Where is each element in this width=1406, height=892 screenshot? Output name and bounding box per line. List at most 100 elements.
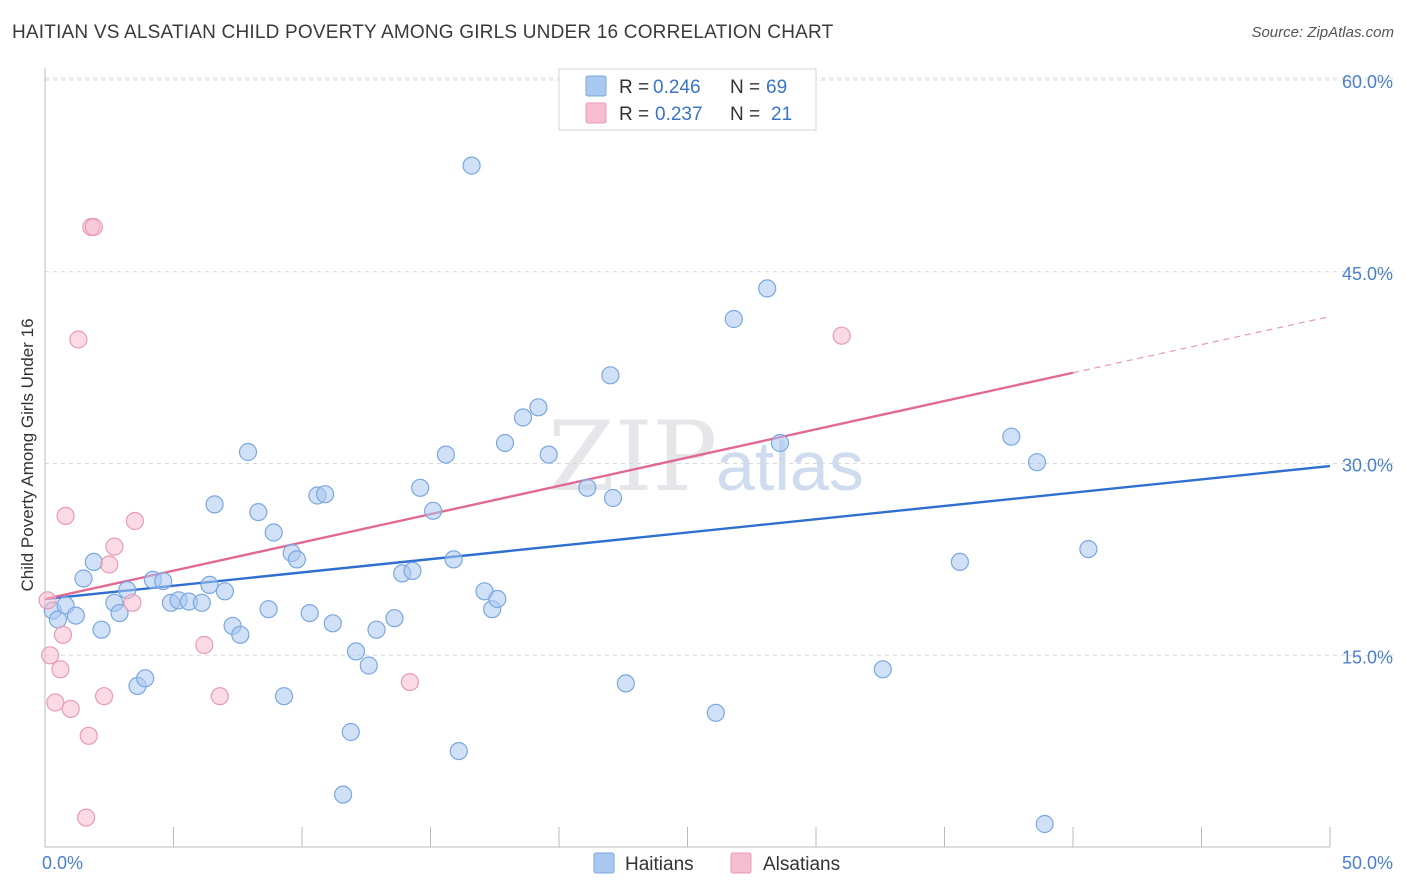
y-tick-label-60: 60.0%	[1342, 72, 1393, 92]
legend-n-value-haitians: 69	[766, 77, 787, 98]
y-tick-label-30: 30.0%	[1342, 456, 1393, 476]
trend-lines	[44, 315, 1331, 601]
point-haitians-26	[264, 523, 283, 542]
point-haitians-62	[770, 433, 790, 453]
point-alsatians-1	[40, 646, 60, 665]
series-alsatians	[38, 217, 851, 827]
point-haitians-19	[205, 495, 224, 514]
legend-n-label-haitians: N =	[730, 77, 760, 98]
point-haitians-66	[1027, 453, 1047, 472]
point-haitians-33	[323, 614, 342, 633]
point-haitians-32	[316, 485, 335, 504]
point-haitians-53	[529, 398, 548, 417]
point-alsatians-17	[195, 635, 214, 655]
trendline-haitians	[44, 464, 1331, 601]
point-haitians-38	[367, 620, 386, 639]
point-alsatians-18	[210, 687, 229, 706]
point-haitians-45	[449, 741, 468, 761]
point-alsatians-20	[832, 326, 851, 345]
watermark-atlas: atlas	[716, 427, 864, 505]
point-haitians-46	[444, 550, 463, 569]
legend-n-value-alsatians: 21	[771, 104, 792, 125]
legend-swatch-haitians	[585, 75, 607, 97]
point-haitians-22	[231, 625, 250, 644]
point-haitians-35	[341, 722, 360, 742]
point-haitians-34	[334, 785, 353, 804]
point-haitians-44	[436, 445, 455, 464]
point-haitians-65	[1002, 427, 1021, 446]
point-alsatians-2	[46, 693, 65, 712]
x-tick-label-min: 0.0%	[42, 853, 83, 873]
legend-box: R = 0.246 N = 69 R = 0.237 N = 21	[558, 68, 817, 131]
point-alsatians-14	[105, 537, 124, 556]
point-alsatians-16	[125, 511, 144, 531]
point-haitians-13	[154, 571, 173, 591]
bottom-legend-swatch-haitians	[593, 852, 615, 874]
point-alsatians-9	[79, 726, 98, 745]
point-haitians-25	[259, 600, 278, 619]
point-haitians-6	[92, 620, 111, 639]
bottom-legend-alsatians: Alsatians	[763, 854, 840, 875]
y-axis-label: Child Poverty Among Girls Under 16	[18, 318, 37, 591]
point-haitians-54	[539, 445, 558, 464]
grid-lines	[45, 77, 1395, 656]
point-alsatians-19	[400, 672, 419, 692]
bottom-legend: Haitians Alsatians	[593, 852, 840, 875]
point-haitians-27	[274, 687, 294, 706]
point-alsatians-0	[38, 591, 57, 610]
point-haitians-60	[724, 309, 743, 329]
legend-r-label-haitians: R =	[619, 77, 649, 98]
point-haitians-41	[403, 561, 422, 581]
point-haitians-30	[300, 603, 319, 623]
chart-title: HAITIAN VS ALSATIAN CHILD POVERTY AMONG …	[12, 22, 834, 43]
point-haitians-55	[578, 478, 597, 497]
point-haitians-42	[411, 478, 430, 497]
point-alsatians-4	[53, 625, 73, 644]
point-haitians-5	[84, 552, 103, 572]
source-label: Source: ZipAtlas.com	[1251, 24, 1394, 41]
point-haitians-3	[66, 606, 85, 625]
y-tick-label-45: 45.0%	[1342, 264, 1393, 284]
point-haitians-37	[359, 656, 378, 675]
point-haitians-51	[495, 433, 515, 453]
point-haitians-58	[616, 674, 635, 693]
point-alsatians-3	[51, 660, 70, 679]
legend-n-label-alsatians: N =	[730, 104, 760, 125]
bottom-legend-haitians: Haitians	[625, 854, 694, 875]
point-alsatians-7	[69, 330, 88, 349]
point-alsatians-15	[123, 593, 142, 612]
legend-r-value-alsatians: 0.237	[655, 104, 703, 125]
axes	[44, 68, 1331, 848]
x-tick-labels: 0.0% 50.0%	[42, 853, 1393, 873]
point-haitians-64	[950, 552, 970, 572]
point-haitians-56	[601, 366, 620, 385]
point-haitians-24	[249, 502, 268, 522]
point-haitians-57	[603, 488, 623, 508]
point-alsatians-12	[94, 687, 114, 706]
point-haitians-29	[287, 550, 306, 569]
point-haitians-68	[1079, 539, 1098, 559]
point-haitians-18	[200, 575, 219, 595]
x-tick-label-max: 50.0%	[1342, 853, 1393, 873]
point-alsatians-8	[76, 808, 96, 827]
point-alsatians-11	[84, 217, 103, 237]
point-haitians-43	[424, 501, 443, 520]
legend-r-value-haitians: 0.246	[653, 77, 701, 98]
point-haitians-17	[192, 593, 211, 612]
point-haitians-50	[488, 589, 507, 609]
point-haitians-8	[110, 603, 129, 623]
point-haitians-4	[74, 569, 93, 588]
legend-r-label-alsatians: R =	[619, 104, 649, 125]
point-haitians-52	[513, 408, 533, 427]
point-alsatians-6	[61, 699, 80, 719]
point-haitians-61	[758, 279, 777, 298]
bottom-legend-swatch-alsatians	[730, 852, 752, 874]
point-haitians-11	[136, 669, 155, 688]
point-alsatians-5	[56, 506, 75, 526]
y-tick-label-15: 15.0%	[1342, 647, 1393, 667]
series-haitians	[43, 156, 1098, 834]
point-haitians-67	[1035, 814, 1054, 834]
point-haitians-47	[462, 156, 481, 175]
point-haitians-20	[215, 582, 234, 601]
